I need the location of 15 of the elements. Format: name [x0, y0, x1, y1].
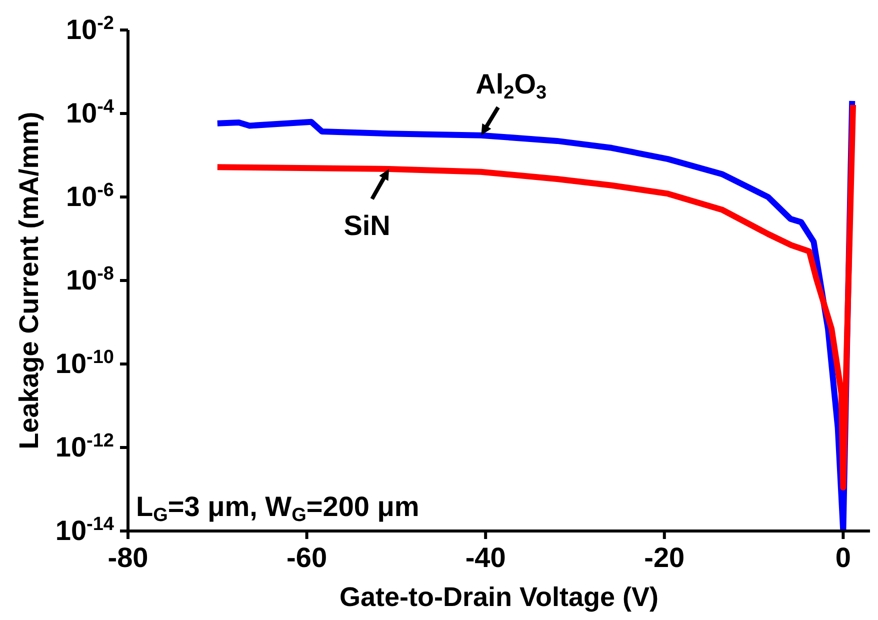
x-tick-label: -20: [644, 542, 685, 573]
series-label: SiN: [344, 210, 390, 241]
x-tick-label: -40: [465, 542, 506, 573]
y-tick-label: 10$^{-4}$: [66, 96, 114, 128]
y-tick-label: 10$^{-8}$: [66, 263, 114, 296]
x-axis-title: Gate-to-Drain Voltage (V): [339, 582, 659, 612]
y-axis-title: Leakage Current (mA/mm): [14, 112, 44, 450]
y-tick-label: 10$^{-12}$: [55, 430, 114, 462]
y-tick-label: 10$^{-10}$: [55, 346, 114, 379]
series-label: Al$_{2}$O$_{3}$: [476, 68, 547, 104]
annotation: L$_{G}$=3 μm, W$_{G}$=200 μm: [136, 491, 420, 526]
y-tick-label: 10$^{-6}$: [66, 180, 114, 212]
x-tick-label: -60: [286, 542, 328, 573]
x-tick-label: 0: [835, 542, 851, 573]
y-tick-label: 10$^{-2}$: [66, 12, 114, 45]
